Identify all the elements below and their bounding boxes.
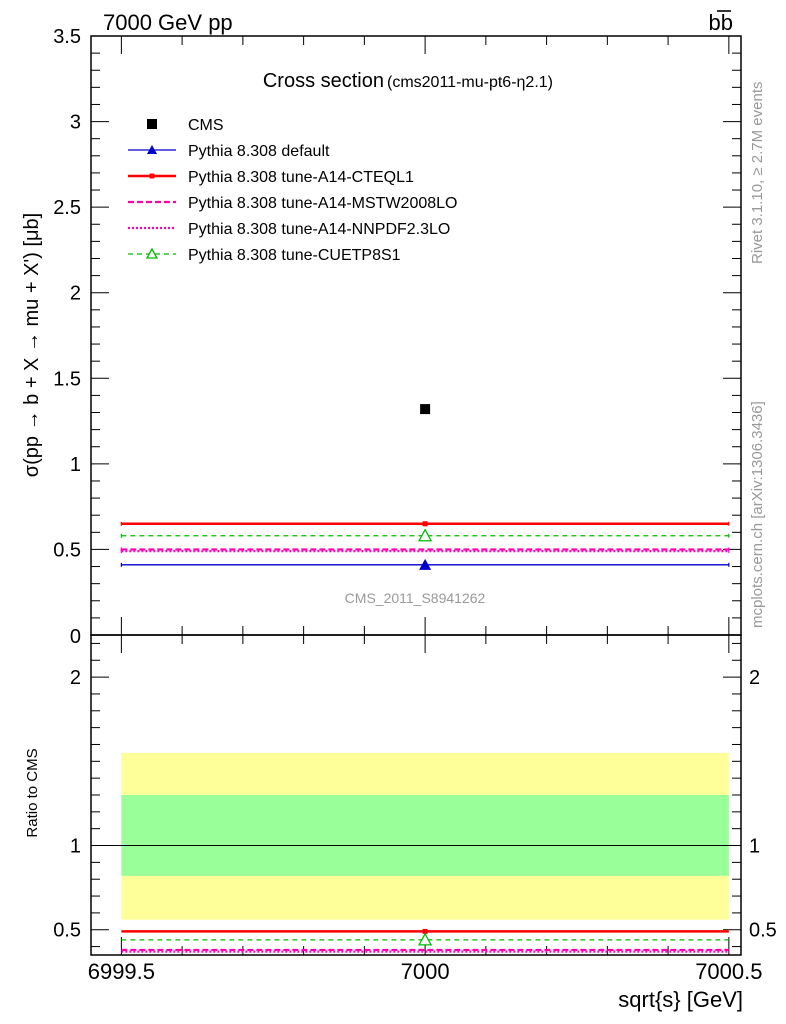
- side-label-mcplots: mcplots.cern.ch [arXiv:1306.3436]: [749, 401, 766, 628]
- legend-marker-1: [149, 173, 155, 179]
- ratio-tick-label-right: 1: [749, 836, 760, 858]
- x-tick-label: 7000.5: [695, 959, 762, 984]
- x-tick-label: 7000: [401, 959, 450, 984]
- ratio-bands: [91, 752, 741, 920]
- legend-label-cms: CMS: [188, 117, 224, 134]
- legend-label-2: Pythia 8.308 tune-A14-MSTW2008LO: [188, 195, 457, 212]
- header-right-text: bb: [709, 10, 733, 35]
- header-left: 7000 GeV pp: [103, 10, 233, 35]
- series-layer: [120, 404, 730, 953]
- ratio-tick-label: 2: [70, 667, 81, 689]
- data-point-cms: [420, 404, 431, 415]
- ratio-tick-label-right: 2: [749, 667, 760, 689]
- series-4-ratio-marker: [418, 932, 433, 946]
- side-label-rivet: Rivet 3.1.10, ≥ 2.7M events: [749, 82, 766, 265]
- x-tick-label: 6999.5: [88, 959, 155, 984]
- chart-title: Cross section: [263, 70, 384, 92]
- y-tick-label: 1.5: [53, 368, 81, 390]
- watermark: CMS_2011_S8941262: [345, 590, 486, 606]
- series-4-marker: [418, 528, 433, 542]
- legend-label-0: Pythia 8.308 default: [188, 143, 330, 160]
- axis-ticks: 0.5 1 1.5 2 2.5 3 3.5 0 0.5 0.5 1 1 2 2 6999.5 7000 7000…: [53, 26, 777, 984]
- chart-subtitle: (cms2011-mu-pt6-η2.1): [387, 74, 553, 91]
- ratio-y-axis-label: Ratio to CMS: [24, 748, 41, 837]
- legend-label-3: Pythia 8.308 tune-A14-NNPDF2.3LO: [188, 221, 450, 238]
- series-0-marker: [419, 558, 432, 570]
- legend-label-4: Pythia 8.308 tune-CUETP8S1: [188, 247, 401, 264]
- band-1sigma: [121, 795, 729, 876]
- legend-marker-cms: [147, 119, 157, 129]
- legend: CMS Pythia 8.308 default Pythia 8.308 tune…: [128, 117, 457, 264]
- y-tick-label: 2: [70, 283, 81, 305]
- y-tick-label-zero: 0: [70, 626, 81, 648]
- y-tick-label: 3: [70, 112, 81, 134]
- y-tick-label: 1: [70, 454, 81, 476]
- y-tick-label: 3.5: [53, 26, 81, 48]
- legend-marker-0: [147, 145, 157, 154]
- header-right: bb: [709, 10, 733, 35]
- legend-label-1: Pythia 8.308 tune-A14-CTEQL1: [188, 169, 414, 186]
- ratio-tick-label-right: 0.5: [749, 920, 777, 942]
- x-axis-label: sqrt{s} [GeV]: [618, 987, 743, 1012]
- y-axis-label: σ(pp → b + X → mu + X') [μb]: [21, 213, 43, 477]
- ratio-tick-label: 0.5: [53, 920, 81, 942]
- y-tick-label: 2.5: [53, 197, 81, 219]
- y-tick-label: 0.5: [53, 539, 81, 561]
- ratio-tick-label: 1: [70, 836, 81, 858]
- series-1-ratio-marker: [422, 928, 428, 934]
- series-1-marker: [422, 521, 428, 527]
- legend-marker-4: [145, 247, 159, 259]
